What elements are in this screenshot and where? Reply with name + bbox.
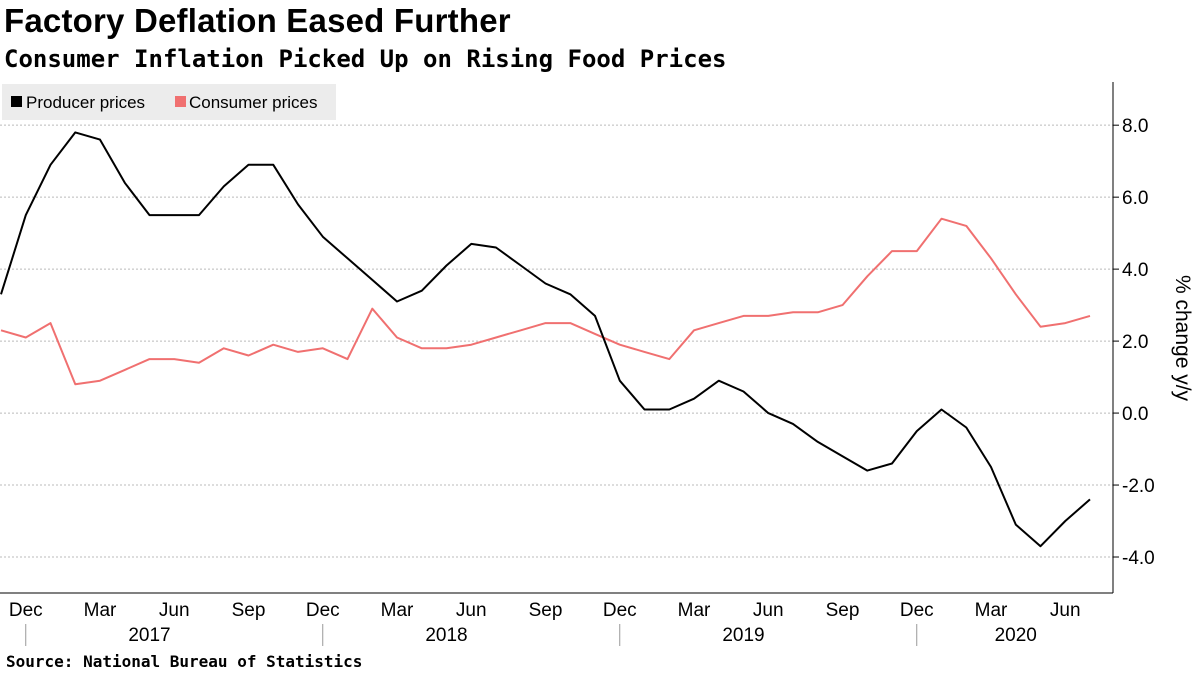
x-tick-label: Dec [900,600,934,621]
y-ticks: -4.0 -2.0 0.0 2.0 4.0 6.0 8.0 [1113,116,1155,569]
x-tick-label: Jun [1050,600,1081,621]
series-line-producer-prices [0,131,1091,548]
series-lines [0,131,1091,548]
x-year-label: 2019 [722,625,764,646]
y-tick-label: 8.0 [1122,116,1148,137]
x-tick-label: Dec [9,600,43,621]
legend-label-producer: Producer prices [26,93,145,112]
legend-background [2,84,336,120]
x-tick-label: Dec [603,600,637,621]
y-tick-label: -4.0 [1122,548,1155,569]
x-year-label: 2017 [128,625,170,646]
x-ticks: Dec Mar Jun Sep Dec Mar Jun Sep Dec Mar Jun Sep Dec M… [9,600,1081,646]
chart-title: Factory Deflation Eased Further [4,2,511,39]
gridlines [0,124,1113,558]
legend-label-consumer: Consumer prices [189,93,318,112]
x-tick-label: Jun [456,600,487,621]
x-tick-label: Mar [975,600,1008,621]
x-tick-label: Sep [826,600,860,621]
series-line-consumer-prices [0,217,1091,386]
y-tick-label: 4.0 [1122,260,1148,281]
x-tick-label: Sep [232,600,266,621]
x-tick-label: Jun [159,600,190,621]
y-tick-label: -2.0 [1122,476,1155,497]
axes [0,82,1114,594]
y-tick-label: 0.0 [1122,404,1148,425]
x-year-label: 2018 [425,625,467,646]
legend-swatch-producer [11,96,22,107]
chart-subtitle: Consumer Inflation Picked Up on Rising F… [4,45,727,73]
source-note: Source: National Bureau of Statistics [6,652,363,671]
y-tick-label: 6.0 [1122,188,1148,209]
y-tick-label: 2.0 [1122,332,1148,353]
x-tick-label: Jun [753,600,784,621]
x-tick-label: Dec [306,600,340,621]
y-axis-label: % change y/y [1171,275,1194,402]
x-tick-label: Mar [678,600,711,621]
x-tick-label: Mar [381,600,414,621]
x-year-label: 2020 [995,625,1037,646]
x-tick-label: Mar [84,600,117,621]
legend: Producer prices Consumer prices [2,84,336,120]
x-tick-label: Sep [529,600,563,621]
legend-swatch-consumer [175,96,186,107]
